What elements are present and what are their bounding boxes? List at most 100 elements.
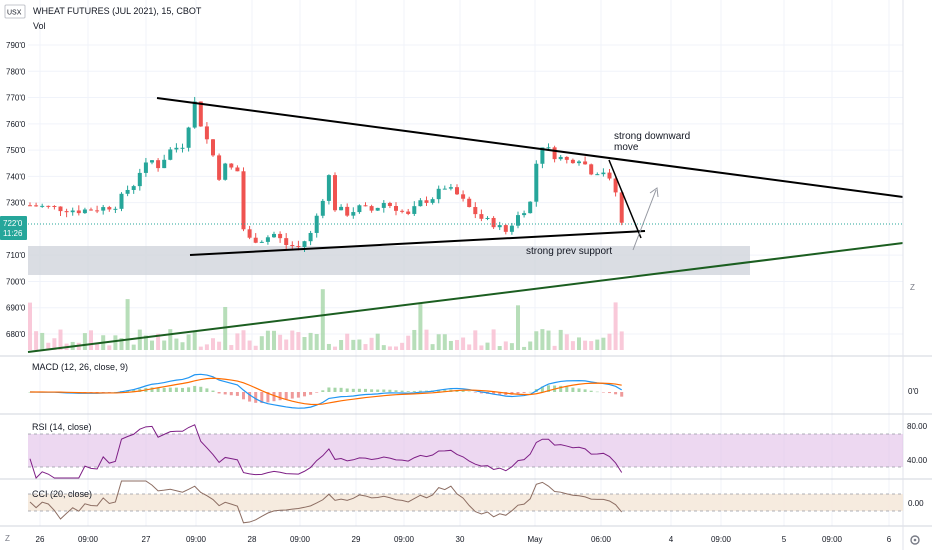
macd-histogram-bar — [327, 387, 331, 392]
upper-trendline[interactable] — [156, 97, 904, 198]
volume-bar — [333, 346, 337, 350]
macd-histogram-bar — [412, 390, 416, 392]
lower-trendline[interactable] — [189, 230, 646, 256]
macd-histogram-bar — [242, 392, 245, 400]
candle-body — [613, 178, 618, 193]
symbol-title[interactable]: WHEAT FUTURES (JUL 2021), 15, CBOT — [33, 6, 202, 16]
macd-histogram-bar — [181, 387, 184, 392]
volume-bar — [272, 330, 276, 350]
macd-histogram-bar — [309, 392, 313, 395]
volume-bar — [583, 340, 588, 350]
macd-histogram-bar — [559, 385, 563, 392]
support-zone — [28, 246, 750, 275]
candle-body — [95, 210, 100, 212]
candle-body — [436, 188, 441, 200]
candle-body — [583, 161, 588, 165]
candle-body — [28, 205, 32, 207]
candle-body — [278, 233, 283, 239]
current-price-value: 722'0 — [3, 219, 23, 228]
time-tick-label: 26 — [36, 535, 45, 544]
macd-histogram-bar — [168, 387, 172, 392]
volume-bar — [448, 340, 453, 350]
settings-gear-icon[interactable] — [910, 535, 920, 545]
macd-histogram-bar — [388, 389, 392, 392]
macd-histogram-bar — [583, 389, 587, 392]
time-tick-label: 09:00 — [186, 535, 207, 544]
macd-histogram-bar — [315, 392, 319, 393]
volume-bar — [516, 305, 520, 350]
volume-bar — [284, 339, 289, 350]
time-tick-label: May — [527, 535, 542, 544]
volume-bar — [577, 337, 581, 350]
downward-move-line[interactable] — [608, 159, 642, 239]
candle-body — [192, 101, 197, 128]
rsi-label[interactable]: RSI (14, close) — [32, 422, 92, 432]
candle-body — [82, 209, 87, 214]
candle-body — [442, 188, 447, 190]
macd-pane[interactable] — [28, 373, 624, 409]
volume-bar — [314, 334, 319, 350]
downward-move-annotation[interactable]: strong downward move — [614, 131, 693, 153]
macd-histogram-bar — [614, 392, 618, 395]
volume-bar — [119, 338, 124, 350]
volume-bar — [186, 334, 191, 350]
candle-body — [247, 229, 252, 238]
candle-body — [119, 193, 124, 209]
macd-label[interactable]: MACD (12, 26, close, 9) — [32, 362, 128, 372]
scale-icon[interactable]: Z — [5, 534, 10, 543]
rsi-pane[interactable] — [29, 424, 623, 479]
zoom-icon[interactable]: Z — [910, 283, 915, 292]
time-tick-label: 06:00 — [591, 535, 612, 544]
time-tick-label: 09:00 — [394, 535, 415, 544]
candle-body — [345, 206, 350, 216]
candle-body — [40, 205, 45, 207]
volume-bars — [28, 289, 624, 350]
macd-histogram-bar — [620, 392, 624, 397]
macd-line — [29, 373, 622, 409]
volume-bar — [369, 337, 374, 350]
candle-body — [235, 167, 240, 172]
candle-body — [143, 162, 148, 173]
candle-body — [570, 159, 575, 164]
candle-body — [394, 206, 398, 211]
candle-body — [455, 187, 459, 195]
candle-body — [406, 211, 411, 214]
volume-bar — [528, 341, 533, 350]
volume-label[interactable]: Vol — [33, 21, 46, 31]
candle-body — [58, 206, 63, 212]
volume-bar — [479, 345, 484, 350]
support-annotation[interactable]: strong prev support — [526, 246, 612, 257]
signal-line — [29, 377, 622, 406]
time-tick-label: 5 — [782, 535, 787, 544]
cci-label[interactable]: CCI (20, close) — [32, 489, 92, 499]
candle-body — [491, 217, 496, 228]
candle-body — [387, 202, 392, 207]
candle-body — [522, 213, 527, 216]
macd-histogram-bar — [235, 392, 239, 396]
candle-body — [485, 217, 490, 219]
macd-histogram-bar — [547, 385, 550, 392]
candle-body — [448, 187, 453, 189]
macd-histogram-bar — [156, 387, 160, 392]
volume-bar — [558, 329, 563, 350]
projection-line[interactable] — [632, 189, 657, 251]
candle-body — [534, 163, 539, 202]
candle-body — [265, 237, 270, 242]
volume-bar — [198, 346, 203, 350]
volume-bar — [162, 340, 167, 350]
macd-histogram-bar — [150, 387, 154, 392]
time-axis-ticks[interactable]: 26 09:00 27 09:00 28 09:00 29 09:00 30 May 06:00 4 0… — [36, 535, 892, 544]
cci-pane[interactable] — [29, 480, 623, 524]
volume-bar — [607, 333, 612, 350]
volume-bar — [235, 333, 240, 350]
volume-bar — [290, 330, 295, 350]
macd-histogram-bar — [339, 387, 343, 392]
macd-histogram-bar — [266, 392, 270, 403]
long-uptrend-line[interactable] — [27, 242, 904, 353]
volume-bar — [174, 338, 179, 350]
currency-badge[interactable] — [4, 4, 26, 19]
candle-body — [259, 241, 264, 243]
candle-body — [272, 233, 276, 238]
